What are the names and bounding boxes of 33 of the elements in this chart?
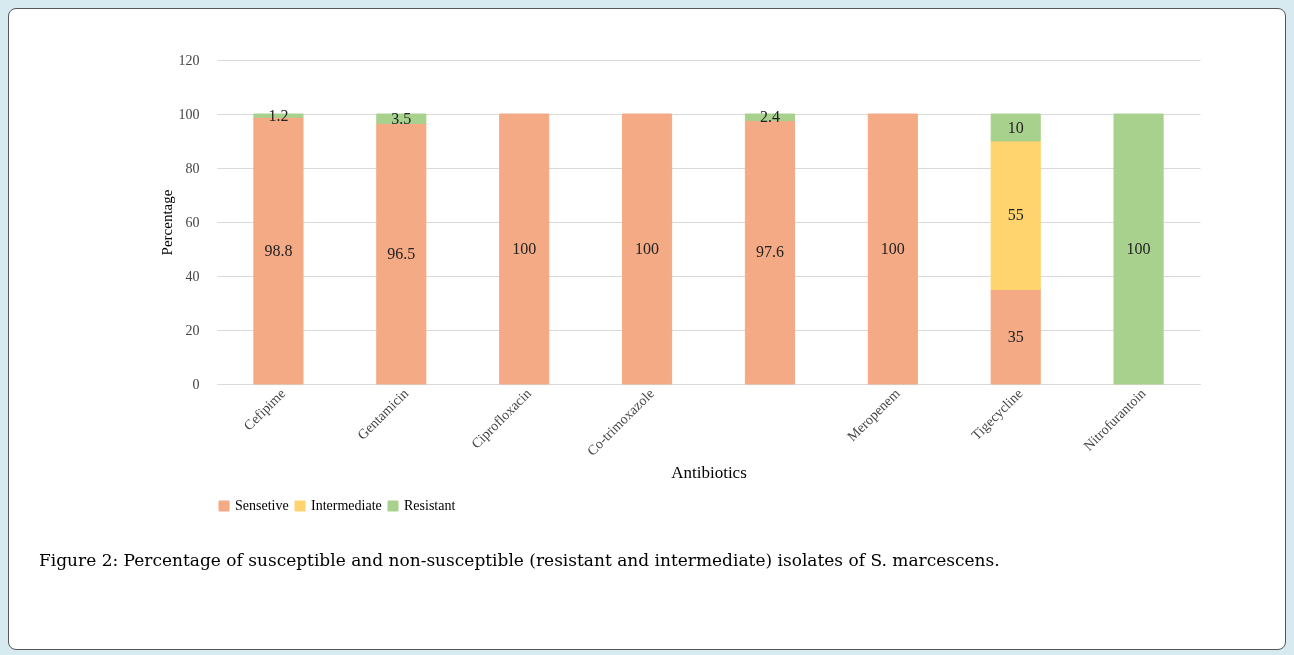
- data-label: 100: [635, 240, 660, 257]
- data-label: 10: [1007, 118, 1024, 136]
- y-tick-label: 120: [178, 52, 200, 68]
- data-label: 98.8: [264, 241, 293, 259]
- data-label: 35: [1007, 327, 1024, 345]
- y-tick-label: 60: [185, 214, 200, 230]
- bar: [990, 140, 1041, 290]
- bar: [376, 122, 427, 385]
- data-label: 55: [1007, 206, 1024, 224]
- data-label: 97.6: [755, 243, 784, 261]
- data-label: 100: [1126, 240, 1151, 257]
- bar: [1113, 113, 1164, 385]
- y-tick-label: 0: [192, 376, 200, 392]
- legend-label: Intermediate: [311, 498, 382, 513]
- bar: [499, 113, 550, 385]
- bar: [990, 289, 1041, 385]
- legend-label: Sensetive: [235, 498, 289, 513]
- y-tick-label: 20: [185, 322, 200, 338]
- data-label: 3.5: [391, 109, 412, 127]
- data-label: 100: [512, 240, 537, 257]
- y-tick-label: 40: [185, 268, 200, 284]
- bar: [990, 113, 1041, 142]
- y-tick-label: 80: [185, 160, 200, 176]
- data-label: 96.5: [387, 244, 416, 262]
- data-label: 2.4: [759, 108, 780, 126]
- y-axis-title: Percentage: [158, 189, 175, 256]
- x-axis-title: Antibiotics: [671, 462, 747, 482]
- text: Figure 2: Percentage of susceptible and non-susceptible (resistant and intermediate) isolates of S. marcescens.: [39, 550, 1000, 570]
- legend-label: Resistant: [404, 498, 456, 513]
- y-tick-label: 100: [178, 106, 200, 122]
- data-label: 100: [880, 240, 905, 257]
- bar: [621, 113, 673, 385]
- bar: [867, 113, 918, 385]
